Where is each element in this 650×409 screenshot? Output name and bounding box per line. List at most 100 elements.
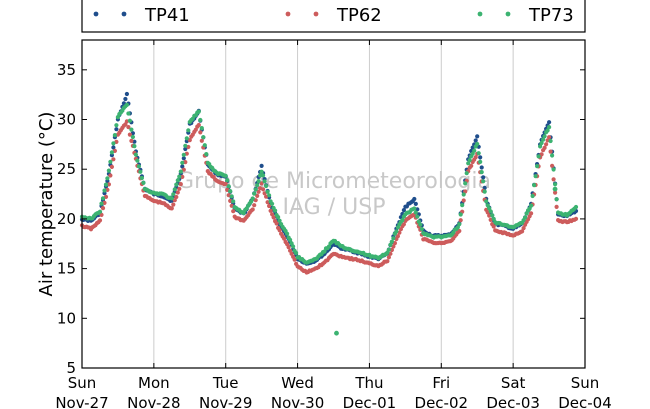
legend-marker-tp62: [313, 11, 319, 17]
point-tp62: [111, 157, 116, 162]
point-tp62: [469, 163, 474, 168]
y-tick-label: 35: [57, 61, 76, 79]
point-tp73: [490, 213, 495, 218]
point-tp73: [418, 222, 423, 227]
legend-marker-tp73: [505, 11, 511, 17]
point-tp41: [183, 146, 188, 152]
legend-marker-tp73: [477, 11, 483, 17]
x-tick-label-date: Nov-30: [271, 394, 324, 409]
point-tp73: [109, 150, 114, 155]
point-tp73: [199, 126, 204, 131]
point-tp41: [401, 208, 406, 213]
point-tp73: [226, 184, 231, 189]
point-tp62: [573, 216, 579, 222]
point-tp62: [274, 221, 279, 226]
point-tp62: [129, 138, 134, 143]
x-tick-label-day: Fri: [432, 374, 450, 392]
point-tp62: [175, 190, 180, 195]
point-tp73: [265, 189, 270, 194]
point-tp73: [548, 138, 553, 144]
point-tp73: [231, 199, 236, 204]
point-tp73: [202, 143, 207, 148]
point-tp73: [171, 192, 176, 197]
point-tp62: [271, 215, 276, 220]
point-tp73: [458, 212, 463, 217]
point-tp73: [124, 102, 129, 107]
point-tp62: [267, 203, 272, 209]
point-tp73: [386, 247, 391, 252]
point-tp62: [261, 187, 266, 192]
point-tp73: [464, 171, 469, 176]
point-tp41: [481, 175, 486, 180]
x-tick-label-date: Nov-27: [55, 394, 108, 409]
point-tp73: [181, 152, 186, 157]
point-tp73: [258, 173, 263, 178]
point-tp73: [391, 236, 396, 241]
point-tp41: [412, 196, 417, 202]
point-tp73: [141, 180, 146, 185]
point-tp73: [455, 225, 460, 230]
point-tp41: [475, 134, 480, 139]
point-tp73: [250, 196, 255, 201]
point-tp73: [484, 199, 489, 204]
point-tp73: [184, 136, 189, 141]
point-tp73: [545, 128, 550, 133]
point-tp73: [476, 151, 481, 156]
point-tp73: [326, 244, 332, 249]
y-tick-label: 10: [57, 309, 76, 327]
point-tp62: [551, 177, 556, 182]
point-tp62: [127, 132, 132, 137]
y-axis: 5 10 15 20 25 30 35: [57, 61, 585, 377]
point-tp62: [491, 224, 496, 229]
point-tp73: [180, 160, 185, 165]
point-tp73: [256, 179, 261, 184]
point-tp73: [482, 189, 487, 194]
point-tp73: [198, 117, 203, 123]
y-axis-title: Air temperature (°C): [36, 112, 57, 297]
point-tp73: [530, 193, 535, 199]
point-tp73: [103, 182, 109, 187]
legend-entry-tp73: TP73: [477, 5, 574, 26]
point-tp73: [413, 210, 418, 215]
y-tick-label: 5: [66, 359, 76, 377]
point-tp73: [419, 226, 424, 232]
point-tp73: [223, 173, 228, 178]
point-tp41: [180, 164, 185, 169]
point-tp62: [250, 207, 255, 212]
x-axis: Sun Nov-27 Mon Nov-28 Tue Nov-29 Wed Nov-30 Thu D…: [55, 40, 612, 409]
point-tp73: [523, 215, 528, 220]
point-tp62: [256, 189, 261, 194]
point-tp41: [114, 127, 119, 132]
point-tp62: [255, 193, 260, 198]
series-tp73: [79, 102, 579, 336]
point-tp62: [457, 228, 462, 234]
point-tp73: [389, 239, 394, 244]
point-tp73: [541, 137, 546, 142]
legend-label-tp41: TP41: [144, 5, 190, 26]
point-tp73: [135, 158, 140, 163]
point-tp41: [124, 91, 129, 97]
legend-entry-tp41: TP41: [93, 5, 190, 26]
point-tp73: [475, 141, 480, 147]
point-tp73: [415, 214, 420, 219]
point-tp73: [172, 187, 177, 192]
y-tick-label: 25: [57, 160, 76, 178]
point-tp73: [138, 169, 143, 174]
point-tp73: [267, 193, 272, 198]
point-tp73: [169, 196, 174, 201]
x-tick-label-date: Dec-03: [486, 394, 540, 409]
watermark-line-2: IAG / USP: [283, 195, 386, 220]
point-tp62: [544, 142, 549, 147]
point-tp73: [130, 134, 135, 140]
point-tp62: [177, 186, 182, 191]
legend-marker-tp41: [121, 11, 127, 17]
x-tick-label-day: Thu: [354, 374, 383, 392]
point-tp41: [478, 155, 483, 160]
point-tp62: [520, 229, 525, 234]
point-tp62: [108, 173, 113, 178]
point-tp41: [123, 96, 128, 102]
legend-label-tp73: TP73: [528, 5, 574, 26]
point-tp73: [539, 140, 544, 146]
point-tp73: [400, 218, 405, 223]
point-tp62: [548, 149, 553, 154]
